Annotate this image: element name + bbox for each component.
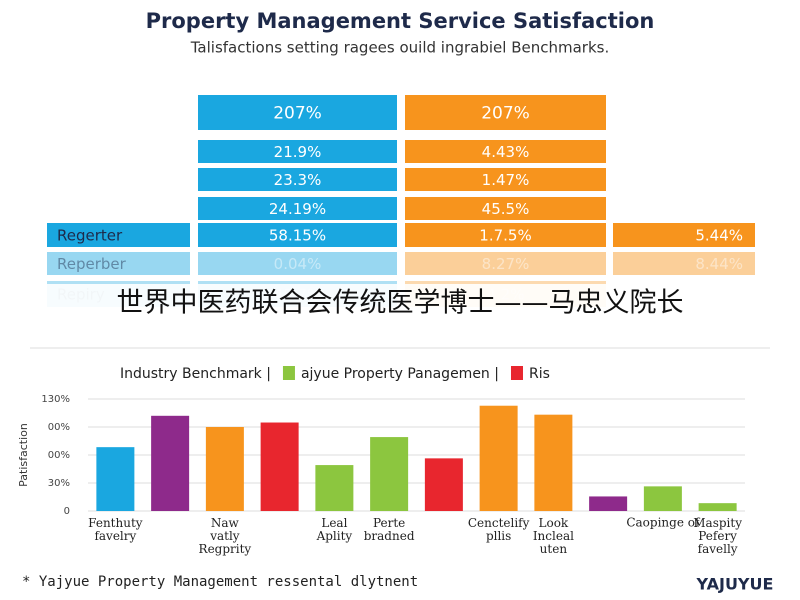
cell-text: 8.44% — [695, 255, 743, 273]
x-tick-line: favelry — [94, 529, 136, 543]
cell-text: 5.44% — [695, 227, 743, 245]
footer-note: * Yajyue Property Management ressental d… — [22, 574, 418, 590]
table-cell — [198, 168, 397, 191]
table-cell — [198, 252, 397, 275]
table-cell — [405, 95, 606, 130]
table-cell — [405, 223, 606, 247]
table-cell — [613, 252, 755, 275]
x-tick-line: Incleal — [533, 529, 574, 543]
cell-text: Regerter — [57, 227, 123, 245]
overlay-band — [0, 284, 800, 326]
x-tick-line: Regprity — [199, 542, 252, 556]
x-tick-label: Naw vatly Regprity — [199, 516, 252, 556]
y-tick-label: 130% — [41, 394, 70, 405]
title: Property Management Service Satisfaction — [146, 9, 655, 33]
bar — [424, 458, 463, 511]
cell-text: 207% — [273, 104, 322, 124]
x-tick-label: Maspity Pefery favelly — [693, 516, 742, 556]
bar — [534, 414, 573, 511]
subtitle: Talisfactions setting ragees ouild ingra… — [190, 39, 609, 57]
y-tick-label: 00% — [48, 450, 70, 461]
x-tick-line: Naw — [211, 516, 240, 530]
bar — [370, 437, 409, 511]
x-tick-line: Fenthuty — [88, 516, 143, 530]
cell-text: 8.27% — [482, 255, 530, 273]
x-tick-line: pllis — [486, 529, 511, 543]
cell-text: 24.19% — [269, 200, 326, 218]
bar — [698, 503, 737, 511]
x-tick-line: bradned — [364, 529, 415, 543]
x-tick-line: Cenctelify — [468, 516, 530, 530]
x-tick-label: Leal Aplity — [316, 516, 353, 543]
y-tick-label: 00% — [48, 422, 70, 433]
table-cell — [198, 95, 397, 130]
bar — [589, 496, 628, 511]
cell-text: 45.5% — [482, 200, 530, 218]
legend-swatch — [282, 366, 295, 380]
x-tick-label: Caopinge of — [626, 516, 701, 530]
x-tick-line: favelly — [698, 542, 738, 556]
logo: YAJUYUE — [696, 575, 774, 594]
x-tick-line: Aplity — [316, 529, 353, 543]
x-tick-label: Look Incleal uten — [533, 516, 574, 556]
cell-text: 23.3% — [274, 171, 322, 189]
x-tick-line: vatly — [209, 529, 240, 543]
table-cell — [405, 168, 606, 191]
table-cell — [405, 197, 606, 220]
x-tick-line: Leal — [321, 516, 347, 530]
cell-text: 1.7.5% — [479, 227, 531, 245]
table-cell — [613, 223, 755, 247]
x-tick-line: Look — [539, 516, 569, 530]
legend-label: Ris — [529, 366, 550, 382]
y-tick-label: 30% — [48, 478, 70, 489]
bar — [643, 486, 682, 511]
bar — [96, 447, 135, 511]
cell-text: 0.04% — [274, 255, 322, 273]
table-cell — [405, 252, 606, 275]
legend-label: Industry Benchmark | — [120, 366, 271, 382]
cell-text: Reperber — [57, 255, 127, 273]
x-tick-line: Maspity — [693, 516, 742, 530]
legend-label: ajyue Property Panagemen | — [301, 366, 499, 382]
bar — [315, 465, 354, 511]
chart: 0 30% 00% 00% 130% Patisfaction Industry Bench… — [17, 366, 745, 556]
cell-text: 1.47% — [482, 171, 530, 189]
x-tick-line: Perte — [373, 516, 405, 530]
table-cell — [47, 223, 190, 247]
x-tick-label: Fenthuty favelry — [88, 516, 143, 543]
cell-text: 207% — [481, 104, 530, 124]
x-tick-line: uten — [540, 542, 568, 556]
x-tick-label: Perte bradned — [364, 516, 415, 543]
y-tick-label: 0 — [64, 506, 70, 517]
bar — [205, 427, 244, 511]
overlay-text: 世界中医药联合会传统医学博士——马忠义院长 — [117, 288, 684, 319]
bar — [260, 422, 299, 511]
table-cell — [47, 252, 190, 275]
cell-text: 4.43% — [482, 143, 530, 161]
y-axis-label: Patisfaction — [17, 423, 30, 487]
bar — [479, 405, 518, 511]
table-cell — [198, 197, 397, 220]
x-tick-line: Pefery — [698, 529, 737, 543]
table-cell — [198, 223, 397, 247]
cell-text: 58.15% — [269, 227, 326, 245]
x-tick-label: Cenctelify pllis — [468, 516, 530, 543]
table-cell — [405, 140, 606, 163]
legend-swatch — [510, 366, 523, 380]
cell-text: 21.9% — [274, 143, 322, 161]
table-cell — [198, 140, 397, 163]
bar — [151, 415, 190, 511]
